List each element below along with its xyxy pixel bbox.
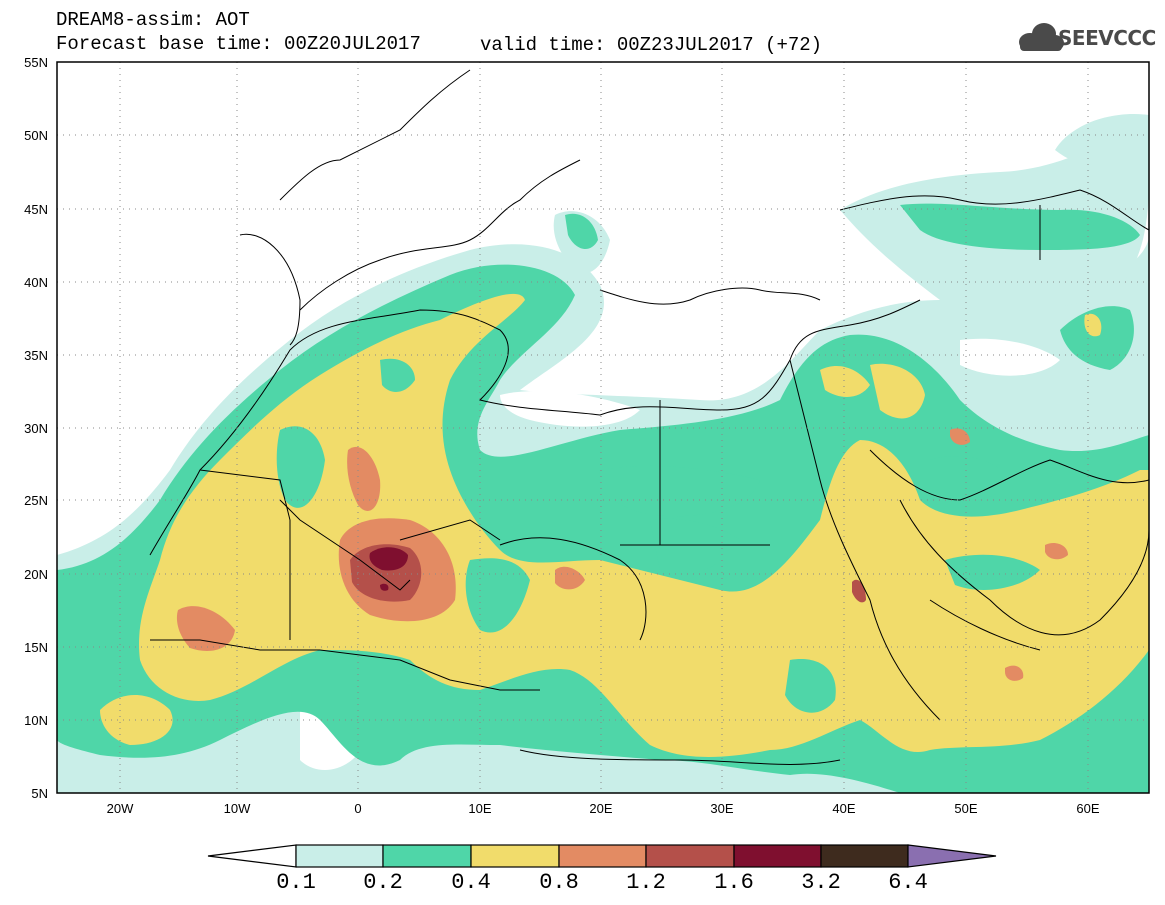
lon-label: 10E	[468, 801, 491, 816]
lon-label: 40E	[832, 801, 855, 816]
colorbar-label: 1.6	[714, 870, 754, 895]
lon-label: 60E	[1076, 801, 1099, 816]
colorbar-label: 1.2	[626, 870, 666, 895]
map-title: DREAM8-assim: AOT	[56, 9, 250, 31]
aot-layer-0.4	[100, 293, 1149, 757]
colorbar-min-arrow	[207, 844, 297, 868]
lat-label: 35N	[24, 348, 48, 363]
lon-label: 30E	[710, 801, 733, 816]
lon-label: 0	[354, 801, 361, 816]
lat-label: 5N	[31, 786, 48, 801]
coastlines	[149, 69, 1149, 765]
longitude-labels: 20W 10W 0 10E 20E 30E 40E 50E 60E	[107, 801, 1100, 816]
colorbar-segment	[382, 844, 472, 868]
map-frame	[56, 61, 1150, 794]
aot-layer-1.6	[369, 547, 408, 591]
lat-label: 25N	[24, 493, 48, 508]
lat-label: 50N	[24, 128, 48, 143]
colorbar-label: 6.4	[888, 870, 928, 895]
colorbar-segment	[295, 844, 384, 868]
colorbar-label: 0.4	[451, 870, 491, 895]
colorbar-label: 3.2	[801, 870, 841, 895]
lat-label: 30N	[24, 421, 48, 436]
lat-label: 20N	[24, 567, 48, 582]
lat-label: 45N	[24, 202, 48, 217]
lon-label: 50E	[954, 801, 977, 816]
lon-label: 20E	[589, 801, 612, 816]
colorbar-label: 0.2	[363, 870, 403, 895]
gridlines	[57, 62, 1149, 793]
valid-time: valid time: 00Z23JUL2017 (+72)	[480, 34, 823, 56]
latitude-labels: 55N 50N 45N 40N 35N 30N 25N 20N 15N 10N …	[24, 55, 48, 801]
colorbar-max-arrow	[907, 844, 997, 868]
lat-label: 15N	[24, 640, 48, 655]
colorbar	[207, 844, 997, 868]
colorbar-label: 0.1	[276, 870, 316, 895]
cloud-icon	[1019, 23, 1064, 51]
lon-label: 10W	[224, 801, 251, 816]
colorbar-segment	[558, 844, 647, 868]
lat-label: 10N	[24, 713, 48, 728]
forecast-base-time: Forecast base time: 00Z20JUL2017	[56, 33, 421, 55]
colorbar-label: 0.8	[539, 870, 579, 895]
lat-label: 55N	[24, 55, 48, 70]
lat-label: 40N	[24, 275, 48, 290]
colorbar-segment	[470, 844, 560, 868]
lon-label: 20W	[107, 801, 134, 816]
colorbar-segment	[820, 844, 909, 868]
colorbar-segment	[733, 844, 822, 868]
logo-text: SEEVCCC	[1058, 26, 1156, 50]
colorbar-segment	[645, 844, 735, 868]
aot-green-holes	[276, 358, 1040, 713]
